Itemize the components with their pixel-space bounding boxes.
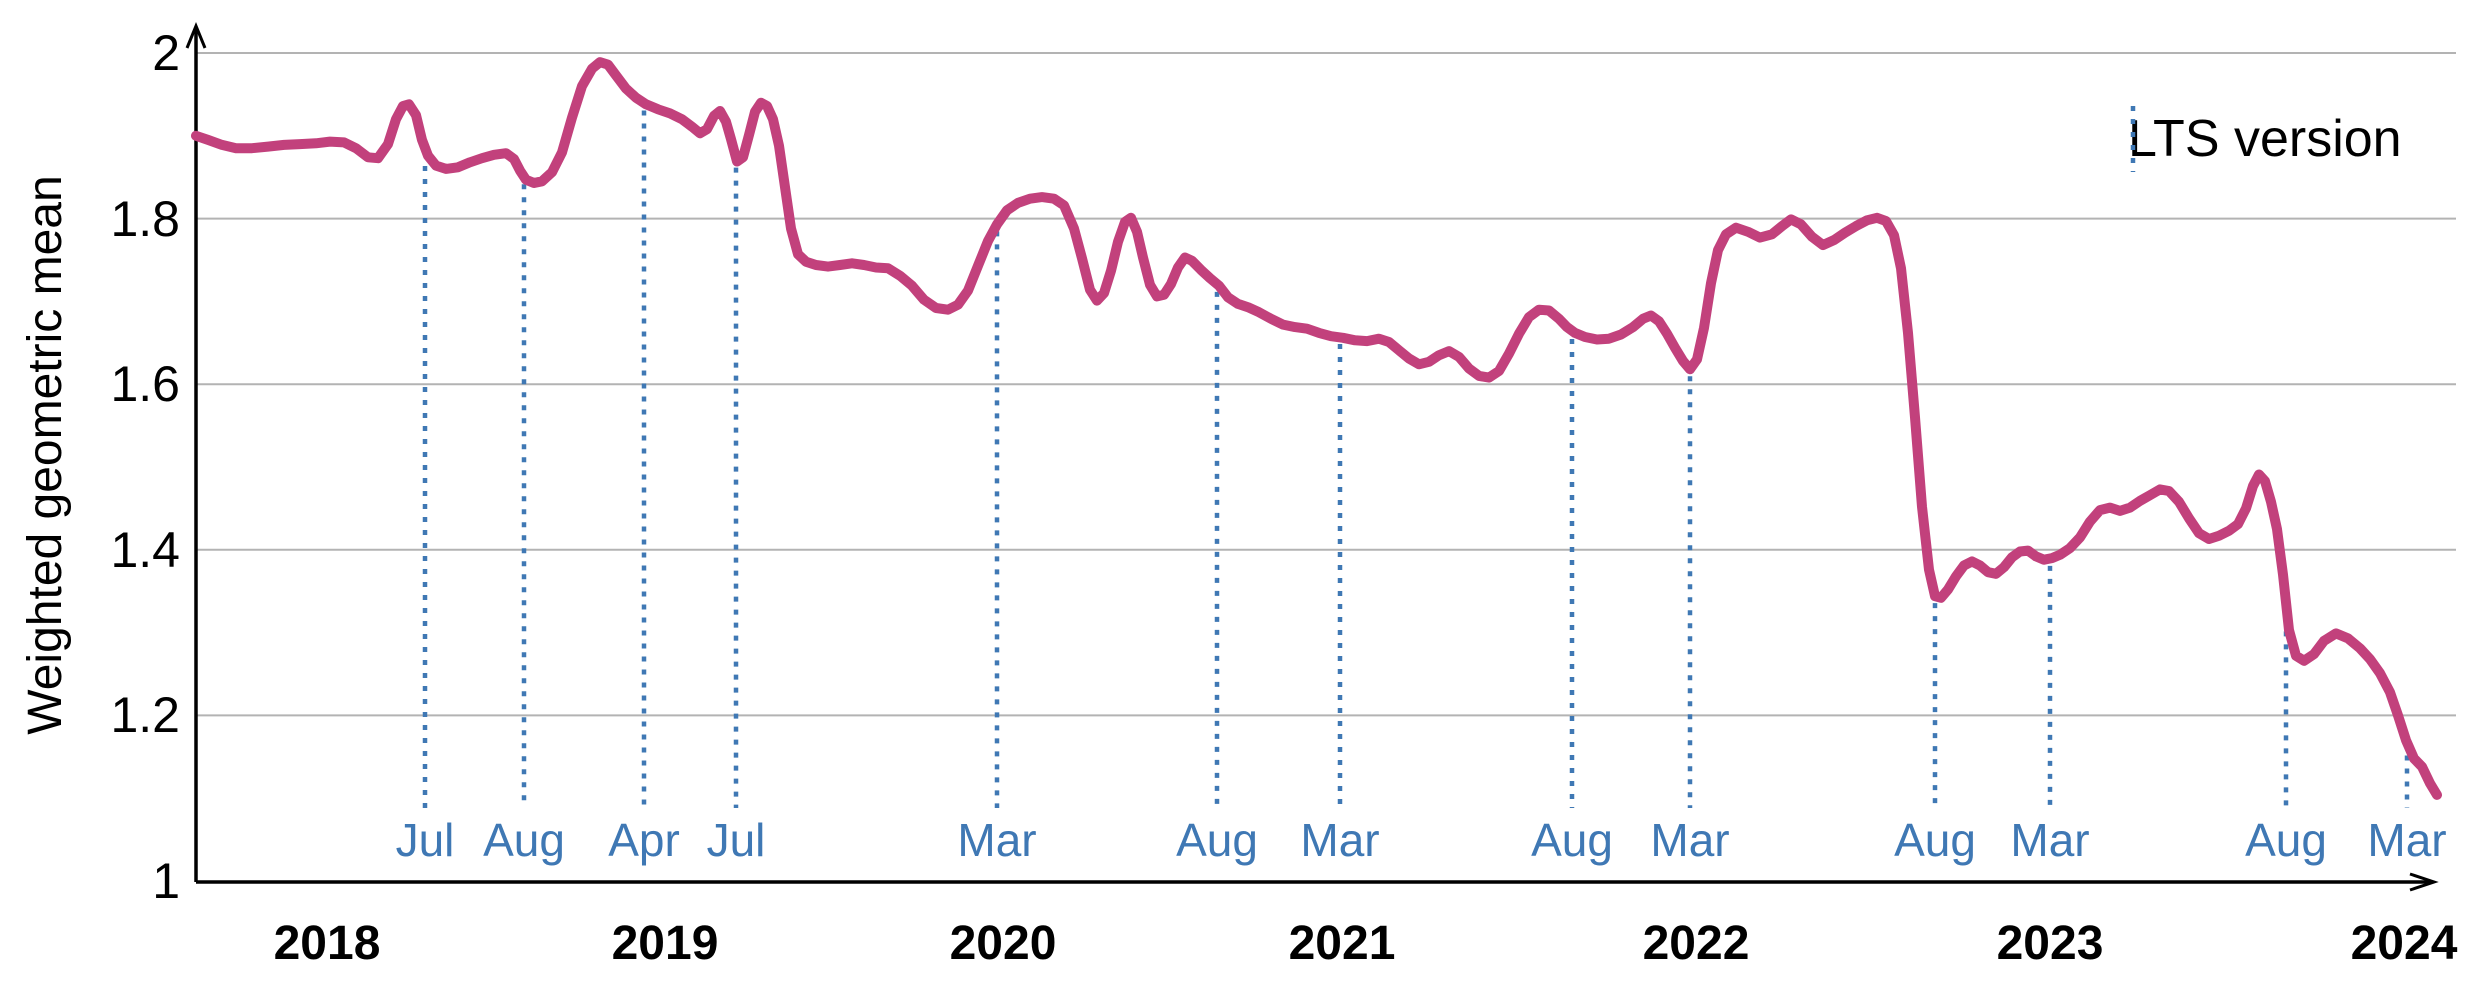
lts-dotted-line-icon [2130, 106, 2136, 172]
lts-month-label: Jul [395, 814, 455, 866]
lts-month-label: Jul [706, 814, 766, 866]
x-tick-label: 2019 [611, 917, 719, 970]
lts-month-label: Mar [2367, 814, 2447, 866]
x-tick-label: 2024 [2350, 917, 2458, 970]
data-line [191, 57, 2442, 800]
lts-month-label: Mar [957, 814, 1037, 866]
y-tick-label: 1 [152, 853, 180, 909]
y-tick-label: 1.8 [110, 190, 180, 247]
lts-month-label: Aug [2245, 814, 2327, 866]
x-tick-label: 2018 [273, 917, 381, 970]
lts-month-label: Apr [608, 814, 680, 866]
lts-month-label: Aug [1176, 814, 1258, 866]
lts-month-label: Mar [1300, 814, 1380, 866]
y-tick-label: 1.2 [110, 687, 180, 744]
lts-month-label: Aug [1894, 814, 1976, 866]
lts-month-label: Mar [1650, 814, 1730, 866]
y-axis-arrow [185, 22, 207, 49]
legend-label: LTS version [2128, 110, 2402, 168]
y-tick-label: 1.6 [110, 356, 180, 413]
x-tick-label: 2020 [949, 917, 1057, 970]
y-tick-label: 1.4 [110, 521, 180, 578]
legend: LTS version [2128, 104, 2402, 174]
y-tick-label: 2 [152, 25, 180, 81]
lts-month-label: Aug [1531, 814, 1613, 866]
x-tick-label: 2022 [1642, 917, 1750, 970]
x-axis-arrow [2409, 872, 2439, 892]
lts-month-label: Mar [2010, 814, 2090, 866]
x-tick-label: 2023 [1996, 917, 2104, 970]
x-tick-label: 2021 [1288, 917, 1396, 970]
lts-month-label: Aug [483, 814, 565, 866]
